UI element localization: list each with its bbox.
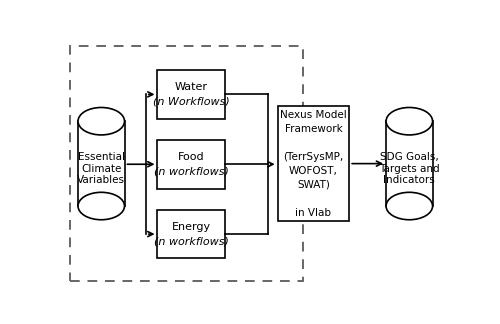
Text: (n workflows): (n workflows) — [154, 167, 229, 177]
Text: Essential
Climate
Variables: Essential Climate Variables — [77, 152, 125, 185]
Text: Energy: Energy — [172, 222, 211, 232]
Ellipse shape — [386, 192, 432, 220]
Text: Food: Food — [178, 152, 204, 162]
Bar — [158, 70, 225, 119]
Text: SDG Goals,
Targets and
Indicators: SDG Goals, Targets and Indicators — [379, 152, 440, 185]
Bar — [278, 106, 349, 221]
Ellipse shape — [78, 108, 124, 135]
Bar — [158, 140, 225, 189]
Ellipse shape — [78, 192, 124, 220]
Bar — [78, 121, 124, 206]
Text: (n workflows): (n workflows) — [154, 237, 229, 247]
Text: Nexus Model
Framework

(TerrSysMP,
WOFOST,
SWAT)

in Vlab: Nexus Model Framework (TerrSysMP, WOFOST… — [280, 110, 347, 218]
Bar — [386, 121, 432, 206]
Ellipse shape — [386, 108, 432, 135]
Bar — [70, 46, 303, 281]
Bar — [158, 210, 225, 259]
Text: (n Workflows): (n Workflows) — [153, 97, 230, 107]
Text: Water: Water — [175, 82, 208, 92]
